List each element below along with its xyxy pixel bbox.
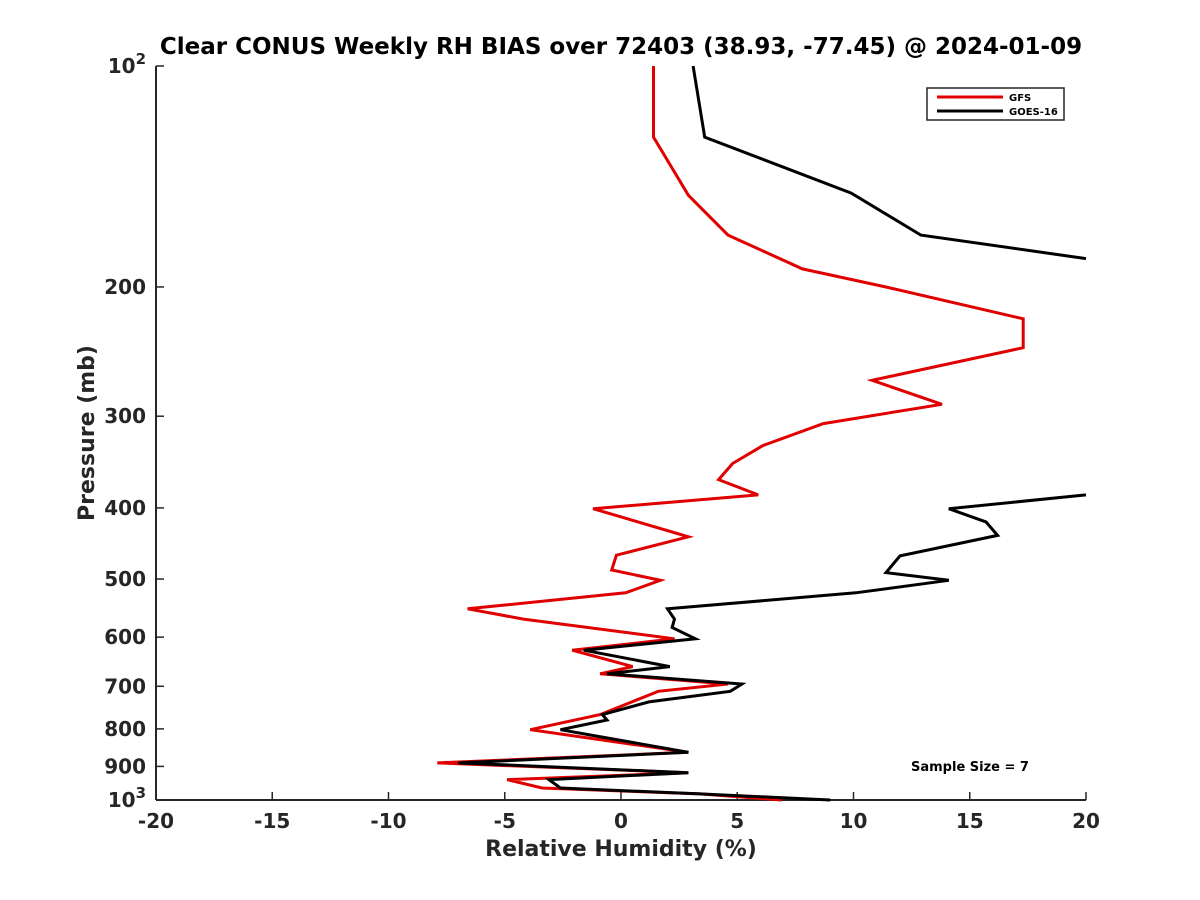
x-tick-label: 0	[614, 809, 628, 833]
x-tick-label: -10	[370, 809, 406, 833]
legend-label-gfs: GFS	[1009, 93, 1031, 104]
legend-label-goes-16: GOES-16	[1009, 107, 1058, 118]
x-tick-label: -20	[138, 809, 174, 833]
y-tick-label: 400	[104, 496, 146, 520]
y-tick-label: 500	[104, 567, 146, 591]
y-tick-label: 800	[104, 717, 146, 741]
y-axis-ticks: 102 200 300 400 500 600 700 800 900 103	[104, 50, 164, 812]
chart-title: Clear CONUS Weekly RH BIAS over 72403 (3…	[160, 34, 1082, 60]
y-tick-label: 700	[104, 674, 146, 698]
x-tick-label: -5	[494, 809, 516, 833]
y-tick-label: 600	[104, 625, 146, 649]
x-tick-label: 15	[956, 809, 984, 833]
sample-size-annotation: Sample Size = 7	[911, 760, 1029, 775]
x-axis-ticks: -20 -15 -10 -5 0 5 10 15 20	[138, 792, 1100, 833]
y-tick-label: 900	[104, 754, 146, 778]
y-tick-label: 102	[108, 50, 146, 78]
x-axis-label: Relative Humidity (%)	[485, 837, 757, 862]
x-tick-label: 10	[840, 809, 868, 833]
y-tick-label: 200	[104, 275, 146, 299]
x-tick-label: 5	[730, 809, 744, 833]
series-group	[437, 65, 1087, 802]
series-line-goes-16	[458, 65, 1087, 802]
y-tick-label: 103	[108, 784, 146, 812]
legend: GFS GOES-16	[926, 87, 1065, 121]
legend-box	[926, 87, 1065, 121]
x-tick-label: -15	[254, 809, 290, 833]
x-tick-label: 20	[1072, 809, 1100, 833]
plot-area: -20 -15 -10 -5 0 5 10 15 20 102 200 300 400 500 600 70…	[104, 50, 1100, 833]
y-axis-label: Pressure (mb)	[75, 345, 100, 521]
y-tick-label: 300	[104, 404, 146, 428]
